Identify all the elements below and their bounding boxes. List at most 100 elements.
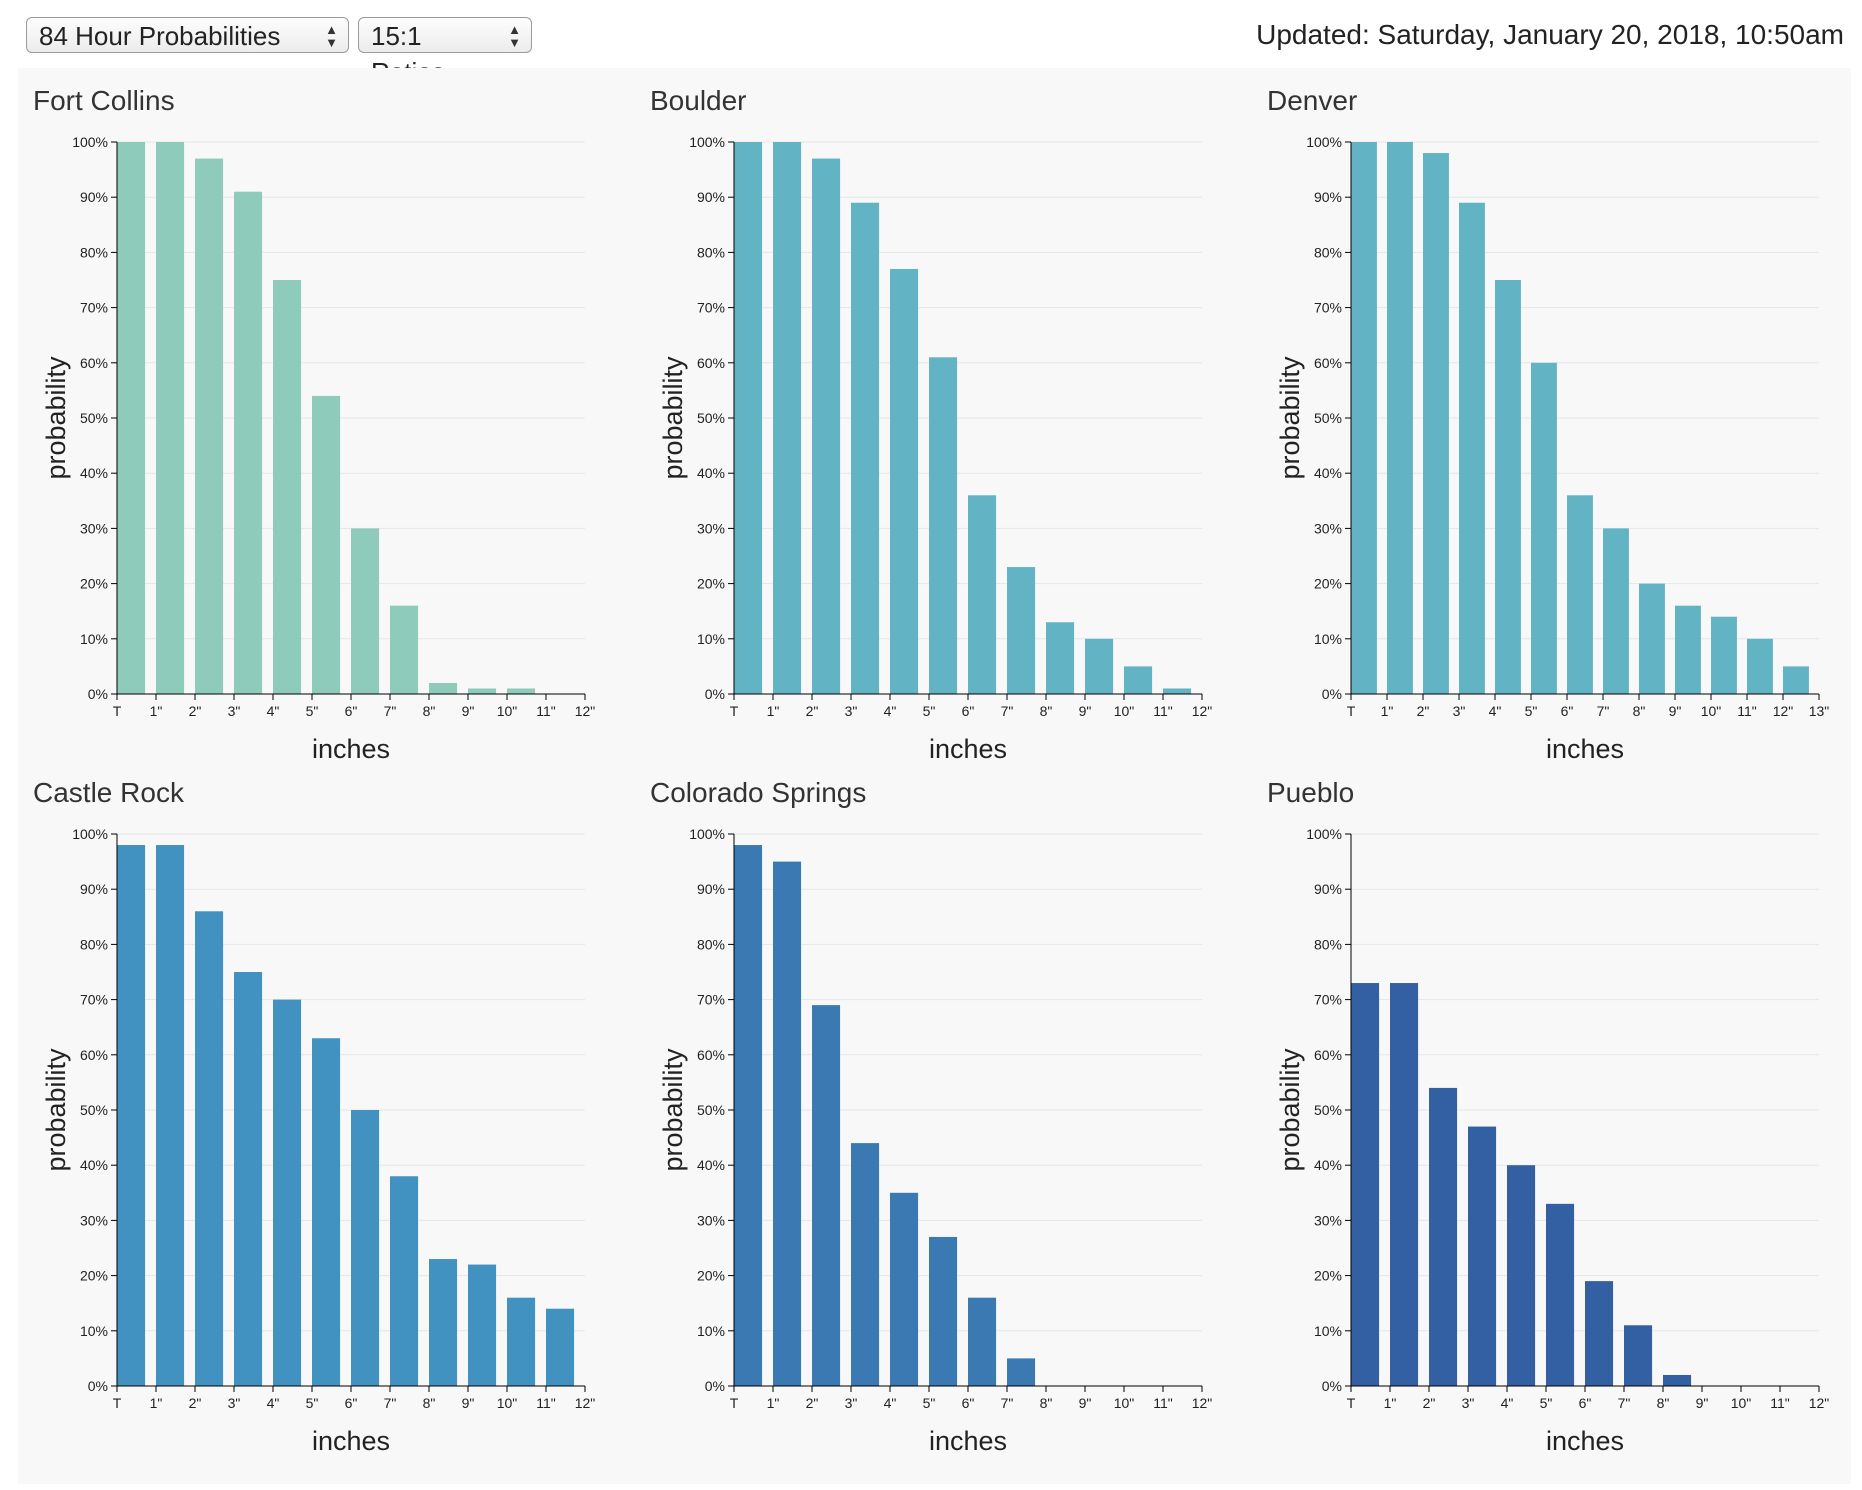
x-tick-label: T xyxy=(730,1395,739,1411)
x-tick-label: 6" xyxy=(1579,1395,1592,1411)
bar xyxy=(890,1192,919,1386)
bar xyxy=(1429,1087,1458,1386)
y-tick-label: 60% xyxy=(80,355,108,371)
x-tick-label: 4" xyxy=(267,703,280,719)
x-tick-label: 8" xyxy=(1657,1395,1670,1411)
chart-title: Pueblo xyxy=(1267,777,1354,808)
bar xyxy=(734,845,763,1386)
x-tick-label: 5" xyxy=(923,1395,936,1411)
hours-select[interactable]: 84 Hour Probabilities ▲ ▼ xyxy=(26,17,349,53)
y-tick-label: 70% xyxy=(1314,992,1342,1008)
bar xyxy=(468,1264,497,1386)
x-tick-label: 5" xyxy=(306,703,319,719)
y-tick-label: 40% xyxy=(1314,465,1342,481)
x-tick-label: 12" xyxy=(1192,703,1213,719)
select-arrows: ▲ ▼ xyxy=(325,22,338,50)
bar xyxy=(851,1143,880,1386)
x-tick-label: 2" xyxy=(189,1395,202,1411)
x-tick-label: 6" xyxy=(1561,703,1574,719)
bar xyxy=(1468,1126,1497,1386)
y-axis-label: probability xyxy=(658,356,688,480)
x-axis-label: inches xyxy=(1546,1426,1624,1456)
bar xyxy=(351,528,380,694)
x-tick-label: 9" xyxy=(1079,703,1092,719)
x-tick-label: 9" xyxy=(1669,703,1682,719)
toolbar: 84 Hour Probabilities ▲▼ 15:1 Ratios▲▼ Up… xyxy=(0,0,1862,87)
y-tick-label: 10% xyxy=(80,631,108,647)
y-tick-label: 100% xyxy=(1306,134,1342,150)
x-axis-label: inches xyxy=(312,1426,390,1456)
x-tick-label: 9" xyxy=(462,703,475,719)
y-tick-label: 100% xyxy=(72,134,108,150)
bar xyxy=(1507,1165,1536,1386)
x-tick-label: 10" xyxy=(1114,1395,1135,1411)
x-tick-label: 8" xyxy=(1633,703,1646,719)
y-tick-label: 40% xyxy=(80,1157,108,1173)
x-axis-label: inches xyxy=(929,734,1007,764)
x-tick-label: 5" xyxy=(1540,1395,1553,1411)
y-tick-label: 20% xyxy=(1314,1268,1342,1284)
y-tick-label: 90% xyxy=(1314,881,1342,897)
x-tick-label: 4" xyxy=(267,1395,280,1411)
x-tick-label: T xyxy=(113,703,122,719)
bar xyxy=(734,142,763,694)
bar xyxy=(890,268,919,694)
x-tick-label: T xyxy=(1347,1395,1356,1411)
bar xyxy=(1390,983,1419,1386)
bar xyxy=(1711,616,1737,694)
bar xyxy=(1163,688,1192,694)
y-tick-label: 70% xyxy=(1314,300,1342,316)
bar xyxy=(929,357,958,694)
bar xyxy=(851,202,880,694)
bar xyxy=(234,972,263,1386)
y-tick-label: 0% xyxy=(88,1378,108,1394)
y-tick-label: 90% xyxy=(697,881,725,897)
x-tick-label: 9" xyxy=(1696,1395,1709,1411)
x-tick-label: 10" xyxy=(1701,703,1722,719)
bar xyxy=(1351,983,1380,1386)
y-axis-label: probability xyxy=(1275,356,1305,480)
y-tick-label: 0% xyxy=(1322,1378,1342,1394)
x-tick-label: 12" xyxy=(1809,1395,1830,1411)
x-tick-label: 11" xyxy=(1737,703,1757,719)
x-tick-label: 5" xyxy=(923,703,936,719)
bar xyxy=(1639,583,1665,694)
bar xyxy=(773,861,802,1386)
chart-title: Boulder xyxy=(650,85,747,116)
bar xyxy=(1546,1203,1575,1386)
y-tick-label: 100% xyxy=(689,134,725,150)
y-tick-label: 80% xyxy=(80,936,108,952)
x-tick-label: 3" xyxy=(845,703,858,719)
x-tick-label: 10" xyxy=(1114,703,1135,719)
y-tick-label: 30% xyxy=(1314,520,1342,536)
bar xyxy=(1423,153,1449,694)
x-axis-label: inches xyxy=(1546,734,1624,764)
y-tick-label: 10% xyxy=(1314,1323,1342,1339)
chart: Denver 0% 10% 20% 30% 40% 50% 60% 70% 80% 90% 100% T… xyxy=(1267,85,1829,764)
bar xyxy=(156,142,185,694)
bar xyxy=(812,1005,841,1386)
bar xyxy=(1124,666,1153,694)
bar xyxy=(968,1297,997,1386)
x-axis-label: inches xyxy=(929,1426,1007,1456)
hours-select-text: 84 Hour Probabilities xyxy=(39,21,281,51)
y-tick-label: 100% xyxy=(72,826,108,842)
y-tick-label: 30% xyxy=(697,520,725,536)
bar xyxy=(929,1236,958,1386)
bar xyxy=(1085,638,1114,694)
x-tick-label: 7" xyxy=(1618,1395,1631,1411)
bar xyxy=(1459,202,1485,694)
bar xyxy=(968,495,997,694)
y-axis-label: probability xyxy=(1275,1048,1305,1172)
x-tick-label: 3" xyxy=(228,703,241,719)
ratio-select[interactable]: 15:1 Ratios▲▼ xyxy=(358,17,532,87)
x-tick-label: 12" xyxy=(575,1395,596,1411)
x-tick-label: 10" xyxy=(1731,1395,1752,1411)
bar xyxy=(1046,622,1075,694)
chart: Colorado Springs 0% 10% 20% 30% 40% 50% 60% 70% 8… xyxy=(650,777,1212,1456)
y-tick-label: 60% xyxy=(80,1047,108,1063)
y-tick-label: 70% xyxy=(80,992,108,1008)
bar xyxy=(812,158,841,694)
y-tick-label: 100% xyxy=(1306,826,1342,842)
